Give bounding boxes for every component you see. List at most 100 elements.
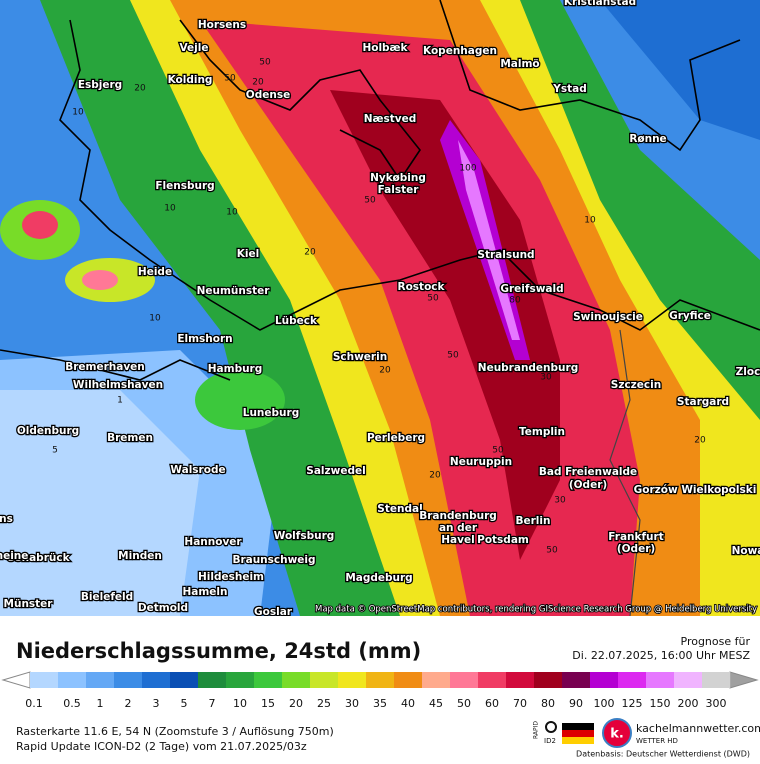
precip-cell [22, 211, 58, 239]
city-label: Swinoujscie [573, 311, 643, 323]
legend: 0.1 0.5 1 2 3 5 7 10 15 20 25 30 35 40 45 50 60 70 80 90 100… [25, 672, 731, 710]
legend-swatch [506, 672, 535, 688]
legend-label: 5 [181, 697, 188, 710]
legend-label: 3 [153, 697, 160, 710]
legend-label: 15 [261, 697, 275, 710]
city-label: Salzwedel [306, 465, 365, 477]
city-label: Potsdam [477, 534, 529, 546]
city-label: Wilhelmshaven [73, 379, 163, 391]
legend-swatch [534, 672, 563, 688]
legend-swatch [58, 672, 87, 688]
coastline [59, 19, 760, 331]
city-label: Kopenhagen [423, 45, 497, 57]
city-label: (Oder) [617, 543, 655, 555]
contour-label: 50 [546, 546, 558, 556]
city-label: Rostock [398, 281, 446, 293]
city-label: Kiel [237, 248, 259, 260]
city-label: Havel [441, 534, 474, 546]
contour-label: 20 [252, 78, 264, 88]
contour-label: 10 [149, 314, 161, 324]
border [609, 329, 641, 617]
city-label: Bremen [107, 432, 153, 444]
city-label: Berlin [516, 515, 551, 527]
coastline [0, 349, 231, 381]
contour-label: 10 [226, 208, 238, 218]
footer-line: Rapid Update ICON-D2 (2 Tage) vom 21.07.… [16, 740, 307, 753]
city-label: Goslar [254, 606, 293, 618]
city-label: Vejle [180, 42, 209, 54]
attribution: Map data © OpenStreetMap contributors, r… [315, 605, 757, 615]
legend-label: 0.5 [63, 697, 81, 710]
legend-swatch [450, 672, 479, 688]
city-label: Næstved [364, 113, 417, 125]
city-label: Bremerhaven [65, 361, 145, 373]
brand-sub: WETTER HD [636, 737, 678, 745]
city-label: heine [0, 550, 28, 562]
legend-swatch [618, 672, 647, 688]
legend-swatch [114, 672, 143, 688]
city-label: Perleberg [367, 432, 425, 444]
legend-swatch [590, 672, 619, 688]
city-label: Zloc [736, 366, 760, 378]
legend-label: 20 [289, 697, 303, 710]
contour-label: 5 [52, 446, 58, 456]
precip-darkred [330, 90, 560, 560]
precip-violet [458, 140, 520, 340]
city-label: Frankfurt [608, 531, 663, 543]
legend-swatch [674, 672, 703, 688]
legend-swatch [170, 672, 199, 688]
city-label: Brandenburg [419, 510, 497, 522]
city-label: Hamburg [208, 363, 263, 375]
legend-label: 30 [345, 697, 359, 710]
footer-line: Rasterkarte 11.6 E, 54 N (Zoomstufe 3 / … [16, 725, 334, 738]
city-label: Schwerin [333, 351, 387, 363]
city-label: Stralsund [477, 249, 534, 261]
city-label: Odense [246, 89, 290, 101]
forecast-time: Di. 22.07.2025, 16:00 Uhr MESZ [572, 649, 750, 662]
city-label: an der [439, 522, 478, 534]
contour-label: 50 [224, 74, 236, 84]
legend-label: 35 [373, 697, 387, 710]
city-label: Bad Freienwalde [539, 466, 637, 478]
city-label: Esbjerg [78, 79, 122, 91]
contour-label: 50 [447, 351, 459, 361]
legend-label: 80 [541, 697, 555, 710]
search-icon [545, 721, 557, 733]
city-label: Holbæk [362, 42, 408, 54]
legend-label: 1 [97, 697, 104, 710]
legend-label: 2 [125, 697, 132, 710]
city-label: Bielefeld [81, 591, 133, 603]
contour-label: 20 [379, 366, 391, 376]
legend-swatch [562, 672, 591, 688]
city-label: Stendal [377, 503, 422, 515]
contour-label: 20 [694, 436, 706, 446]
city-label: (Oder) [569, 479, 607, 491]
legend-label: 0.1 [25, 697, 43, 710]
city-label: Hameln [182, 586, 227, 598]
precip-lighter [0, 390, 200, 616]
contour-label: 50 [492, 446, 504, 456]
city-label: Gryfice [669, 310, 711, 322]
legend-swatch [254, 672, 283, 688]
city-label: Lübeck [275, 315, 318, 327]
legend-title: Niederschlagssumme, 24std (mm) [16, 639, 421, 663]
legend-swatch [394, 672, 423, 688]
contour-label: 1 [117, 396, 123, 406]
city-label: Magdeburg [345, 572, 412, 584]
legend-label: 125 [622, 697, 643, 710]
contour-label: 20 [429, 471, 441, 481]
coastline [439, 0, 741, 152]
contour-label: 30 [554, 496, 566, 506]
city-label: Malmö [500, 58, 539, 70]
legend-label: 100 [594, 697, 615, 710]
city-label: Neuruppin [450, 456, 512, 468]
city-label: Detmold [138, 602, 188, 614]
city-label: Nowa [732, 545, 760, 557]
city-label: Horsens [198, 19, 246, 31]
legend-label: 25 [317, 697, 331, 710]
city-label: Münster [4, 598, 54, 610]
legend-swatch [310, 672, 339, 688]
city-label: Falster [378, 184, 420, 196]
